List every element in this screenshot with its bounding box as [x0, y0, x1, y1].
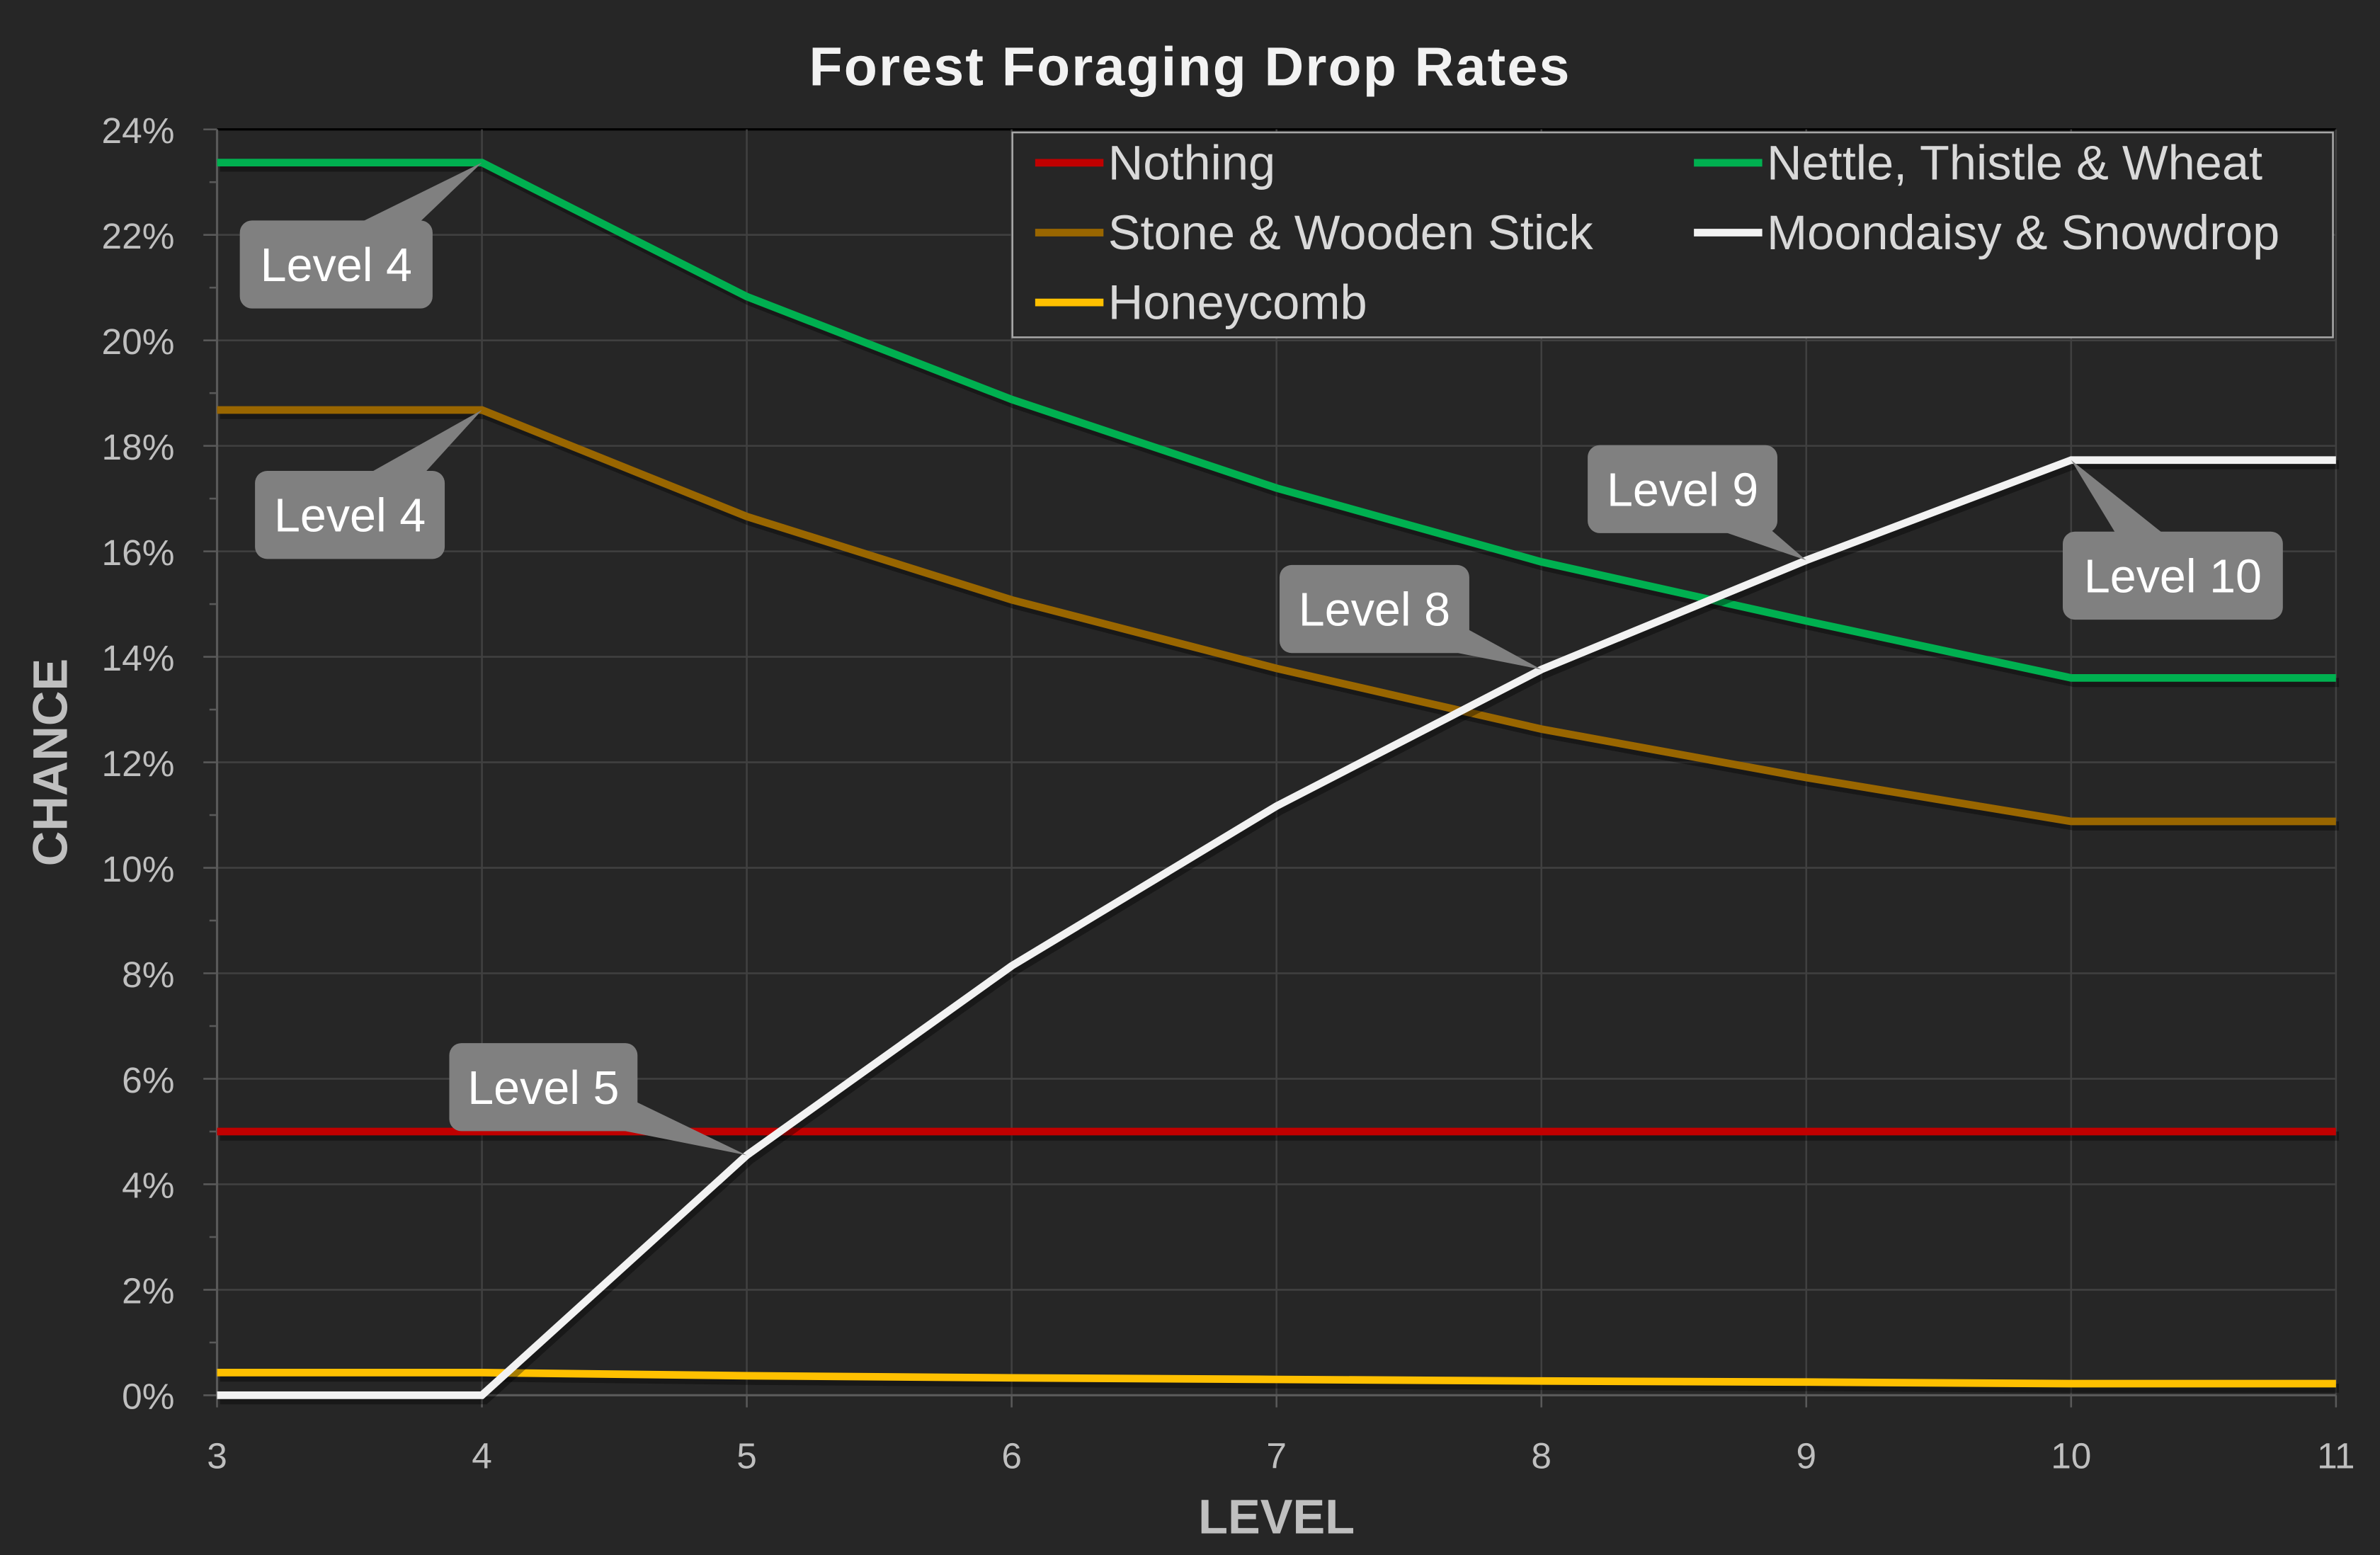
x-tick-label: 7	[1266, 1435, 1287, 1476]
x-tick-label: 4	[472, 1435, 492, 1476]
legend-label: Moondaisy & Snowdrop	[1767, 205, 2279, 260]
legend-label: Stone & Wooden Stick	[1108, 205, 1594, 260]
y-tick-label: 8%	[122, 954, 174, 995]
legend-label: Nothing	[1108, 135, 1275, 190]
x-axis-ticks: 3 4 5 6 7 8 9 10 11	[207, 1394, 2355, 1476]
callout-box	[1279, 564, 1469, 654]
x-tick-label: 10	[2051, 1435, 2091, 1476]
y-tick-label: 0%	[122, 1376, 174, 1417]
series-shadow-honeycomb	[220, 1372, 2340, 1393]
x-tick-label: 3	[207, 1435, 227, 1476]
y-tick-label: 24%	[102, 110, 175, 151]
chart-title: Forest Foraging Drop Rates	[809, 37, 1571, 98]
y-tick-label: 22%	[102, 215, 175, 256]
callout-label: Level 4	[274, 490, 426, 542]
callout-label: Level 4	[261, 239, 412, 292]
annotation-callout: Level 5	[449, 1043, 747, 1156]
legend-label: Nettle, Thistle & Wheat	[1767, 135, 2262, 190]
y-tick-label: 20%	[102, 321, 175, 362]
y-tick-label: 18%	[102, 426, 175, 467]
series-lines	[217, 159, 2340, 1405]
annotation-callout: Level 4	[255, 409, 482, 559]
legend-label: Honeycomb	[1108, 275, 1367, 330]
callout-label: Level 8	[1299, 584, 1450, 637]
legend-item: Moondaisy & Snowdrop	[1694, 205, 2279, 260]
y-tick-label: 2%	[122, 1270, 174, 1311]
legend-item: Nothing	[1035, 135, 1275, 190]
y-axis-title: CHANCE	[23, 659, 77, 866]
y-tick-label: 12%	[102, 743, 175, 784]
legend-box	[1011, 131, 2334, 338]
annotation-callout: Level 8	[1279, 564, 1542, 670]
annotation-callout: Level 4	[239, 162, 482, 309]
callout-label: Level 10	[2084, 550, 2262, 603]
x-axis-title: LEVEL	[1198, 1489, 1355, 1544]
callout-box	[255, 471, 445, 559]
legend-item: Stone & Wooden Stick	[1035, 205, 1594, 260]
callout-box	[1588, 445, 1778, 533]
y-tick-label: 6%	[122, 1059, 174, 1100]
y-tick-label: 10%	[102, 848, 175, 889]
callout-box	[2063, 531, 2283, 620]
x-tick-label: 6	[1001, 1435, 1022, 1476]
series-shadow-moondaisy-snowdrop	[220, 460, 2340, 1405]
x-tick-label: 11	[2317, 1435, 2355, 1476]
callout-box	[449, 1043, 638, 1132]
y-axis-ticks: 0% 2% 4% 6% 8% 10% 12% 14% 16% 18% 20% 22% 24%	[102, 110, 219, 1417]
legend-item: Honeycomb	[1035, 275, 1367, 330]
annotation-callout: Level 9	[1588, 445, 1806, 561]
y-tick-label: 14%	[102, 637, 175, 678]
callout-box	[239, 220, 433, 309]
y-tick-label: 16%	[102, 532, 175, 573]
legend-item: Nettle, Thistle & Wheat	[1694, 135, 2262, 190]
annotations: Level 4 Level 4 Level 5 Level 8 Level 9 Level…	[239, 162, 2283, 1156]
x-tick-label: 9	[1796, 1435, 1816, 1476]
legend: Nothing Nettle, Thistle & Wheat Stone & Wo…	[1011, 131, 2334, 338]
callout-label: Level 5	[467, 1062, 619, 1115]
y-tick-label: 4%	[122, 1165, 174, 1206]
annotation-callout: Level 10	[2063, 460, 2283, 620]
x-tick-label: 8	[1531, 1435, 1551, 1476]
x-tick-label: 5	[736, 1435, 757, 1476]
callout-label: Level 9	[1607, 464, 1758, 516]
